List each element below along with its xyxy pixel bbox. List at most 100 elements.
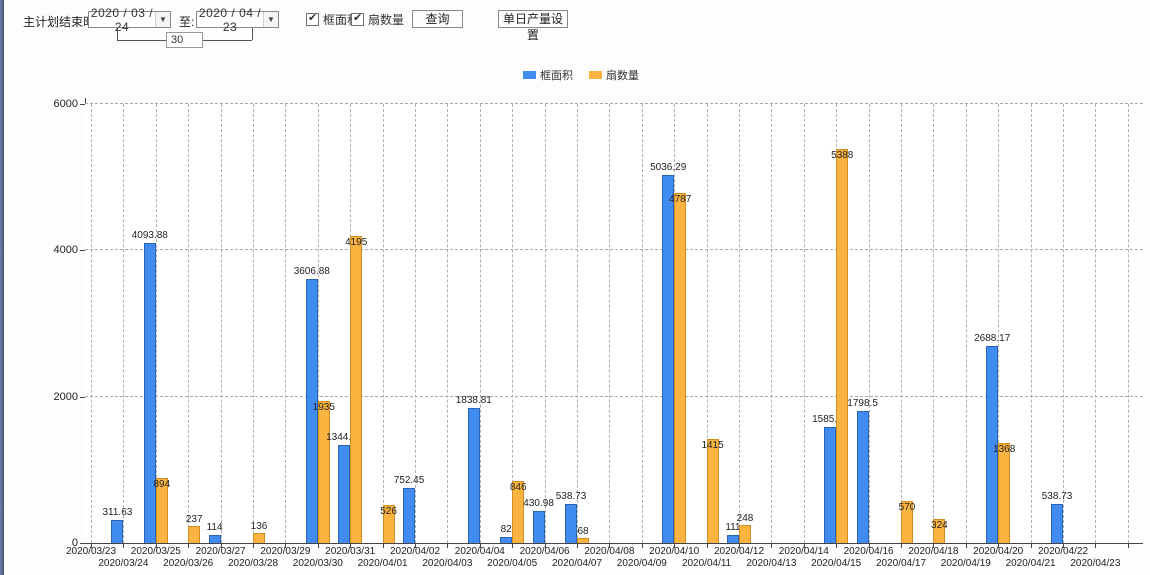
x-axis-tick [512, 544, 514, 548]
bar-frame-area [856, 411, 869, 543]
chart-legend: 框面积 扇数量 [523, 67, 639, 83]
bar-value-label: 4787 [669, 193, 692, 205]
x-axis-tick [868, 544, 870, 548]
y-axis-label: 4000 [53, 244, 78, 257]
grid-vline [1095, 104, 1097, 543]
span-connector-line [117, 28, 118, 40]
bar-frame-area [208, 534, 221, 543]
grid-vline [123, 104, 125, 543]
x-axis-label: 2020/03/27 [195, 546, 246, 557]
bar-frame-area [338, 444, 351, 543]
x-axis-tick [91, 544, 92, 548]
y-axis-tick [80, 543, 85, 544]
grid-vline [868, 104, 870, 543]
bar-value-label: 237 [185, 513, 203, 525]
x-axis-label: 2020/04/02 [389, 546, 441, 557]
span-days-input[interactable]: 30 [166, 32, 203, 48]
x-axis-tick [803, 544, 805, 548]
x-axis-tick [253, 544, 254, 548]
grid-vline [706, 104, 708, 543]
bar-sash-count [253, 533, 265, 543]
sash-count-checkbox[interactable]: ✔ 扇数量 [351, 11, 404, 28]
x-axis-tick [933, 544, 935, 548]
bar-frame-area [986, 346, 999, 543]
x-axis-tick [739, 544, 740, 548]
grid-vline [1127, 104, 1129, 543]
bar-sash-count [706, 439, 719, 543]
grid-vline [317, 104, 319, 543]
grid-hline [85, 103, 1143, 104]
x-axis-tick [641, 544, 643, 548]
bar-value-label: 1368 [993, 443, 1016, 455]
x-axis-tick [1030, 544, 1032, 548]
x-axis-label: 2020/04/21 [1005, 558, 1056, 569]
checkbox-checked-icon[interactable]: ✔ [306, 12, 319, 26]
x-axis-label: 2020/04/19 [940, 558, 991, 569]
bar-value-label: 1935 [312, 402, 335, 414]
bar-value-label: 68 [577, 526, 589, 538]
bar-value-label: 5036.29 [650, 161, 687, 173]
grid-vline [901, 104, 902, 543]
bar-sash-count [998, 442, 1011, 543]
legend-swatch-blue [523, 71, 536, 79]
y-axis-tick [80, 250, 85, 252]
bar-value-label: 324 [931, 520, 948, 532]
date-from-picker[interactable]: 2020 / 03 / 24 ▼ [88, 6, 171, 34]
grid-vline [1063, 104, 1064, 543]
bar-sash-count [901, 501, 913, 543]
x-axis-label: 2020/04/22 [1037, 546, 1089, 557]
date-to-dropdown-icon[interactable]: ▼ [263, 12, 278, 27]
x-axis-label: 2020/04/13 [746, 558, 797, 569]
bar-value-label: 538.73 [1041, 490, 1073, 502]
grid-vline [415, 104, 416, 543]
grid-hline [85, 249, 1143, 251]
x-axis-label: 2020/04/07 [551, 558, 603, 569]
x-axis-tick [188, 544, 190, 548]
x-axis-tick [965, 544, 967, 548]
grid-vline [609, 104, 611, 543]
grid-vline [447, 104, 449, 543]
frame-area-checkbox[interactable]: ✔ 框面积 [306, 11, 359, 28]
bar-value-label: 82 [500, 524, 512, 535]
daily-output-settings-button[interactable]: 单日产量设置 [498, 10, 568, 42]
x-axis-tick [836, 544, 838, 548]
bar-frame-area [1051, 503, 1063, 543]
date-to-value: 2020 / 04 / 23 [198, 5, 262, 34]
bar-frame-area [467, 408, 480, 543]
x-axis-label: 2020/04/18 [908, 546, 959, 557]
bar-sash-count [350, 236, 363, 543]
x-axis-label: 2020/04/23 [1070, 558, 1121, 569]
legend-label: 框面积 [540, 70, 573, 82]
bar-frame-area [727, 534, 739, 543]
x-axis-label: 2020/03/28 [227, 558, 279, 569]
sash-count-checkbox-label: 扇数量 [368, 13, 405, 27]
bar-value-label: 526 [380, 505, 397, 517]
x-axis-label: 2020/04/05 [487, 558, 538, 569]
bar-frame-area [500, 537, 513, 543]
x-axis-tick [771, 544, 773, 548]
date-from-dropdown-icon[interactable]: ▼ [155, 12, 170, 27]
bar-frame-area [662, 174, 675, 543]
bar-frame-area [305, 279, 318, 543]
bar-sash-count [933, 519, 946, 543]
bar-value-label: 1798.5 [847, 398, 878, 410]
x-axis-tick [609, 544, 611, 548]
date-to-picker[interactable]: 2020 / 04 / 23 ▼ [196, 6, 279, 34]
x-axis-tick [123, 544, 125, 548]
grid-vline [382, 104, 384, 543]
y-axis-tick [80, 396, 85, 398]
to-label: 至: [179, 15, 195, 29]
x-axis-tick [706, 544, 708, 548]
x-axis-tick [674, 544, 676, 548]
x-axis-tick [220, 544, 222, 548]
query-button[interactable]: 查询 [412, 10, 463, 28]
bar-value-label: 111 [725, 521, 741, 533]
x-axis-tick [285, 544, 287, 548]
bar-sash-count [155, 477, 168, 543]
legend-label: 扇数量 [606, 70, 639, 82]
checkbox-checked-icon[interactable]: ✔ [351, 12, 364, 26]
y-axis-label: 0 [71, 537, 78, 549]
grid-vline [803, 104, 805, 543]
bar-value-label: 5388 [831, 149, 854, 161]
